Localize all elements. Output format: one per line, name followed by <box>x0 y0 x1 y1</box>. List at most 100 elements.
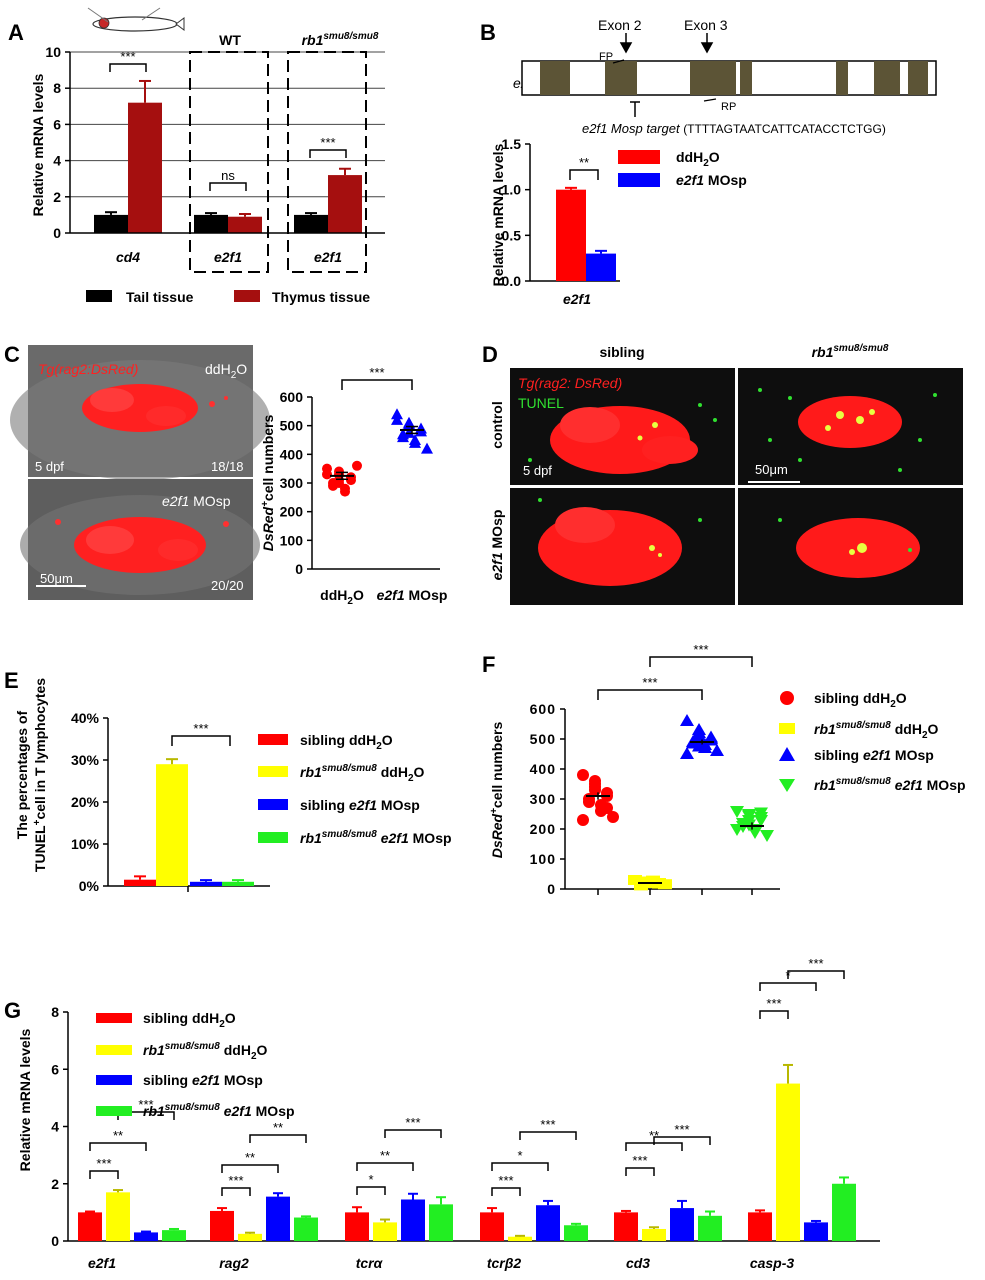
panel-c-y-label: DsRed+cell numbers <box>260 415 276 552</box>
panel-c-age: 5 dpf <box>35 459 64 474</box>
g-ytick-label-4: 8 <box>51 1004 59 1020</box>
exon2-label: Exon 2 <box>598 17 642 33</box>
g-ytick-label-0: 0 <box>51 1233 59 1249</box>
g-category-label-3: tcrβ2 <box>487 1255 522 1271</box>
panel-c-bottom-count: 20/20 <box>211 578 244 593</box>
g-bar-5-2 <box>804 1222 828 1241</box>
panel-a-letter: A <box>8 20 24 45</box>
panel-d-line-label: Tg(rag2: DsRed) <box>518 375 622 391</box>
f-legend-label-3: rb1smu8/smu8 e2f1 MOsp <box>814 776 966 793</box>
g-sig-1-2-bracket <box>249 1134 307 1143</box>
f-legend-marker-2 <box>779 747 795 761</box>
panel-a: A 0 2 4 6 8 10 cd4 e2f1 e2f1 *** ns *** Relative mR… <box>8 7 385 305</box>
panel-b-x-label: e2f1 <box>563 291 591 307</box>
panel-a-wt-title: WT <box>219 32 241 48</box>
f-point-2-11 <box>692 726 706 738</box>
a-wt-box <box>189 51 269 273</box>
g-ytick-label-3: 6 <box>51 1061 59 1077</box>
g-bar-0-1 <box>106 1192 130 1241</box>
g-category-label-1: rag2 <box>219 1255 249 1271</box>
g-bar-2-3 <box>429 1204 453 1241</box>
g-bar-2-2 <box>401 1199 425 1241</box>
g-sig-5-2-label: *** <box>808 956 823 971</box>
panel-a-rb1-title: rb1smu8/smu8 <box>302 31 379 48</box>
panel-g-letter: G <box>4 998 21 1023</box>
a-ytick-label-1: 2 <box>53 189 61 205</box>
e-bar-3 <box>222 881 254 886</box>
panel-c-top-count: 18/18 <box>211 459 244 474</box>
f-point-0-0 <box>577 769 589 781</box>
a-sig-2-bracket <box>309 149 347 158</box>
a-group-label-0: cd4 <box>116 249 140 265</box>
e-ytick-label-4: 40% <box>71 710 100 726</box>
g-legend-label-3: rb1smu8/smu8 e2f1 MOsp <box>143 1102 295 1119</box>
b-ytick-label-2: 1.0 <box>502 182 522 198</box>
panel-e-plot: 0% 10% 20% 30% 40% *** <box>71 710 270 894</box>
f-point-1-9 <box>658 879 672 890</box>
c-ytick-label-4: 400 <box>280 446 304 462</box>
panel-f-letter: F <box>482 652 495 677</box>
f-point-0-9 <box>607 811 619 823</box>
panel-e-y-label-2: TUNEL+cell in T lymphocytes <box>32 678 48 872</box>
e-ytick-label-2: 20% <box>71 794 100 810</box>
f-sig-0-label: *** <box>642 675 657 690</box>
panel-c-scale-label: 50μm <box>40 571 73 586</box>
micrograph-d-sibling-mosp <box>510 488 735 605</box>
f-point-3-0 <box>730 806 744 818</box>
c-sig-bracket <box>341 379 413 390</box>
e-legend-swatch-2 <box>258 799 288 810</box>
f-point-2-12 <box>692 739 706 752</box>
e-bar-0 <box>124 879 156 886</box>
a-sig-1-label: ns <box>221 168 235 183</box>
f-point-3-4 <box>754 815 768 827</box>
f-legend-label-1: rb1smu8/smu8 ddH2O <box>814 720 939 741</box>
g-bar-5-3 <box>832 1183 856 1241</box>
g-sig-1-1-bracket <box>221 1164 279 1173</box>
panel-e-legend: sibling ddH2O rb1smu8/smu8 ddH2O sibling e… <box>258 732 452 846</box>
g-ytick-label-2: 4 <box>51 1119 59 1135</box>
g-bar-4-3 <box>698 1215 722 1241</box>
c-point-1-8 <box>409 436 421 448</box>
panel-b-plot: 0.0 0.5 1.0 1.5 ** <box>502 136 620 289</box>
rp-arrow-icon <box>703 98 717 102</box>
f-ytick-label-2: 200 <box>530 821 556 837</box>
g-bar-3-2 <box>536 1205 560 1241</box>
e-sig-bracket <box>171 735 231 746</box>
micrograph-d-sibling-control <box>510 368 735 485</box>
g-sig-1-1-label: ** <box>245 1150 255 1165</box>
f-ytick-label-3: 300 <box>530 791 556 807</box>
f-sig-0-bracket <box>597 689 703 700</box>
legend-swatch-mosp <box>618 173 660 187</box>
f-point-0-13 <box>601 802 613 814</box>
c-sig-label: *** <box>369 365 384 380</box>
f-point-3-9 <box>760 830 774 842</box>
exon3-label: Exon 3 <box>684 17 728 33</box>
legend-swatch-thymus <box>234 290 260 302</box>
panel-b-y-label: Relative mRNA levels <box>490 143 506 286</box>
c-point-1-10 <box>391 408 403 420</box>
c-ytick-label-6: 600 <box>280 389 304 405</box>
g-category-label-4: cd3 <box>626 1255 650 1271</box>
panel-c-line-label: Tg(rag2:DsRed) <box>38 361 138 377</box>
g-sig-4-0-bracket <box>625 1167 655 1176</box>
g-sig-3-2-label: *** <box>540 1117 555 1132</box>
c-point-1-0 <box>391 413 403 425</box>
g-bar-1-2 <box>266 1196 290 1241</box>
g-sig-5-0-label: *** <box>766 996 781 1011</box>
panel-d-letter: D <box>482 342 498 367</box>
e-ytick-label-3: 30% <box>71 752 100 768</box>
g-sig-2-2-bracket <box>384 1129 442 1138</box>
legend-ddh2o-label: ddH2O <box>676 149 720 169</box>
g-sig-5-2-bracket <box>787 970 845 979</box>
panel-d-row2-title: e2f1 MOsp <box>489 510 505 581</box>
g-sig-2-0-bracket <box>356 1186 386 1195</box>
panel-b: B e2f1 Exon 2 Exon 3 FP RP e2f1 Mosp tar… <box>480 17 937 307</box>
g-sig-2-1-bracket <box>356 1162 414 1171</box>
c-point-1-6 <box>397 431 409 443</box>
b-ytick-label-0: 0.0 <box>502 273 522 289</box>
b-sig-label: ** <box>579 155 589 170</box>
a-bar-0-1 <box>128 102 162 234</box>
a-sig-0-label: *** <box>120 49 135 64</box>
g-sig-0-0-bracket <box>89 1170 119 1179</box>
f-legend-label-2: sibling e2f1 MOsp <box>814 747 934 763</box>
